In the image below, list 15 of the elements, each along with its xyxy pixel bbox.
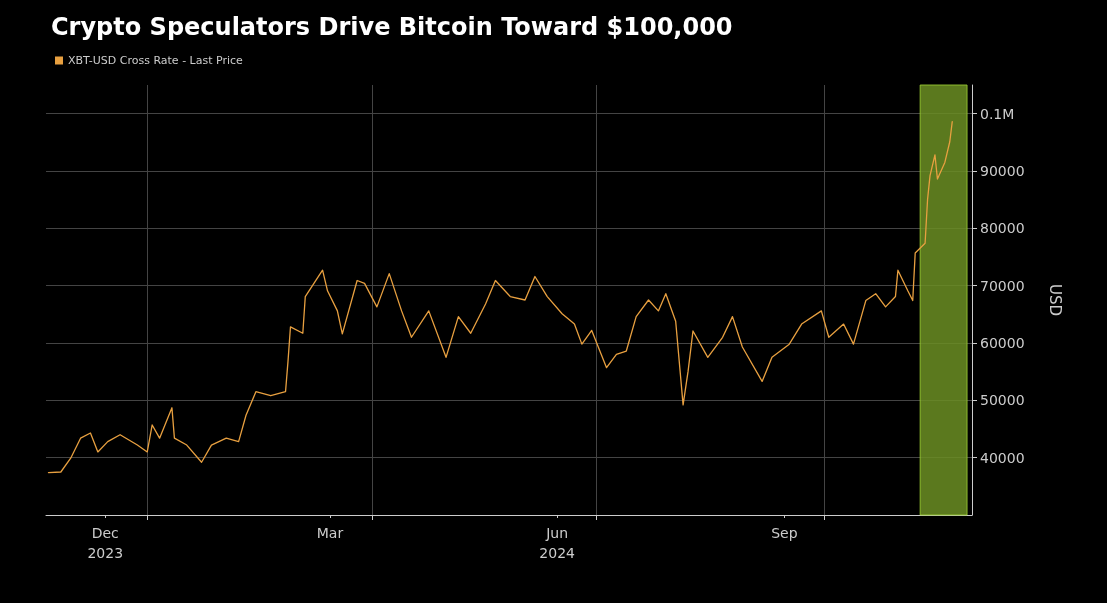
- y-tick-label: 80000: [980, 220, 1025, 237]
- x-tick-label: Jun 2024: [539, 525, 576, 561]
- y-tick-label: 70000: [980, 277, 1025, 294]
- x-tick-label: Sep: [771, 525, 798, 541]
- y-tick-label: 60000: [980, 335, 1025, 351]
- line-series: [47, 121, 953, 474]
- y-tick-label: 40000: [980, 449, 1025, 466]
- chart-title: Crypto Speculators Drive Bitcoin Toward $100,000: [51, 13, 733, 41]
- x-tick-label: Dec 2023: [87, 525, 124, 561]
- y-tick-label: 90000: [980, 163, 1025, 179]
- y-tick-label: 50000: [980, 392, 1025, 409]
- legend-label: XBT-USD Cross Rate - Last Price: [68, 54, 244, 67]
- x-tick-label: Mar: [316, 525, 344, 541]
- y-axis-title: USD: [1045, 283, 1064, 317]
- y-tick-label: 0.1M: [980, 105, 1015, 122]
